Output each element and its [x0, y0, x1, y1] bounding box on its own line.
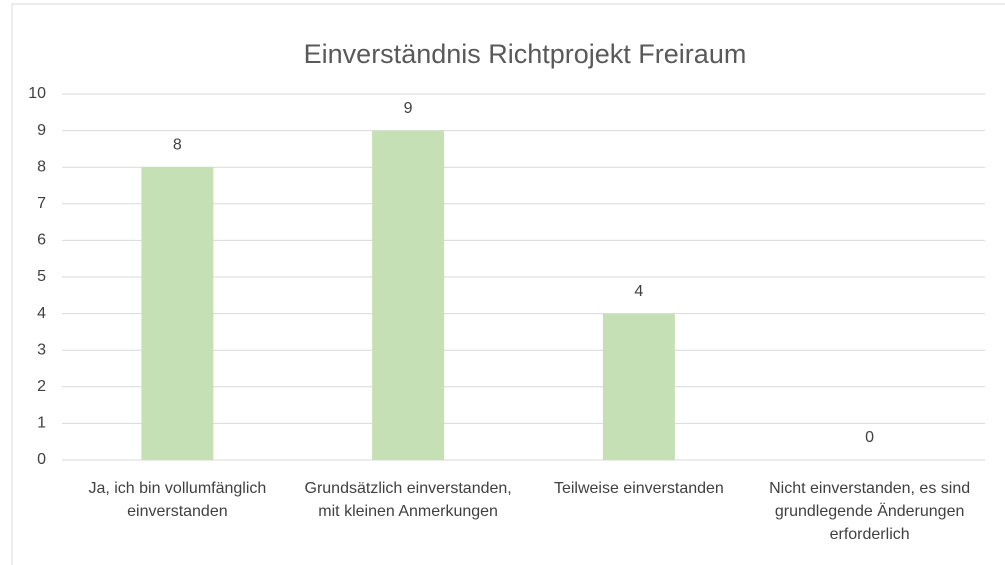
x-tick-label: Grundsätzlich einverstanden, mit kleinen… — [304, 480, 512, 520]
data-label: 9 — [404, 100, 413, 117]
data-label: 0 — [865, 429, 874, 446]
bar — [141, 167, 214, 460]
data-label: 8 — [173, 136, 182, 153]
y-tick-label: 10 — [28, 85, 46, 102]
y-tick-label: 9 — [37, 122, 46, 139]
y-tick-label: 3 — [37, 341, 46, 358]
x-tick-label: Teilweise einverstanden — [553, 480, 724, 497]
y-tick-label: 5 — [37, 268, 46, 285]
data-label: 4 — [634, 283, 643, 300]
bar — [602, 313, 675, 460]
chart-title: Einverständnis Richtprojekt Freiraum — [304, 39, 747, 69]
y-tick-label: 6 — [37, 232, 46, 249]
y-tick-label: 0 — [37, 451, 46, 468]
y-tick-label: 4 — [37, 305, 46, 322]
y-tick-label: 1 — [37, 415, 46, 432]
x-tick-label: Nicht einverstanden, es sind grundlegend… — [769, 480, 971, 543]
y-tick-label: 7 — [37, 195, 46, 212]
y-tick-label: 8 — [37, 158, 46, 175]
chart-border — [11, 3, 1005, 565]
bar — [372, 130, 445, 460]
x-tick-label: Ja, ich bin vollumfänglich einverstanden — [88, 480, 267, 520]
y-tick-label: 2 — [37, 378, 46, 395]
